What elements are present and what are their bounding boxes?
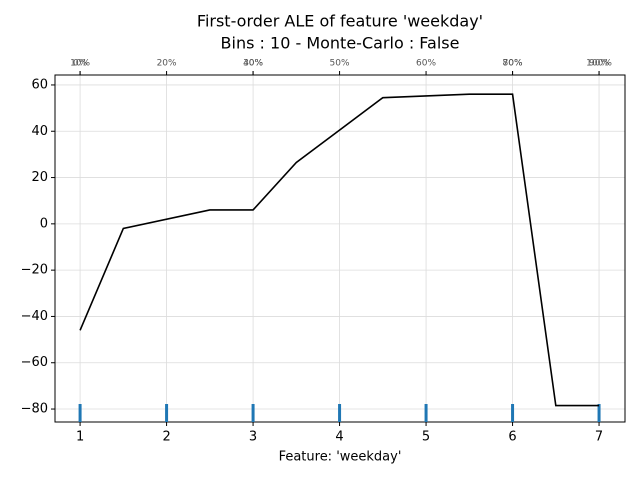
x2-tick-label: 100%: [586, 59, 612, 69]
x-tick-label: 7: [595, 430, 603, 445]
x-tick-label: 1: [76, 430, 84, 445]
y-tick-label: −60: [21, 355, 48, 370]
x2-tick-label: 70%: [503, 59, 523, 69]
x-axis-label: Feature: 'weekday': [279, 450, 402, 465]
plot-frame: [54, 74, 626, 423]
x2-tick-label: 30%: [243, 59, 263, 69]
y-tick-label: 0: [40, 216, 48, 231]
x2-tick-label: 40%: [243, 59, 263, 69]
x-tick-label: 2: [162, 430, 170, 445]
x-tick-label: 3: [249, 430, 257, 445]
y-tick-label: −40: [21, 309, 48, 324]
y-tick-label: −20: [21, 263, 48, 278]
x-tick-label: 4: [335, 430, 343, 445]
y-tick-label: −80: [21, 402, 48, 417]
x2-tick-label: 0%: [73, 59, 88, 69]
x-tick-label: 5: [422, 430, 430, 445]
x2-tick-label: 20%: [157, 59, 177, 69]
x2-tick-label: 10%: [70, 59, 90, 69]
x2-tick-label: 90%: [589, 59, 609, 69]
chart-title: First-order ALE of feature 'weekday': [197, 12, 483, 31]
line-series: [79, 93, 600, 407]
x-tick-label: 6: [508, 430, 516, 445]
x2-tick-label: 60%: [416, 59, 436, 69]
chart-subtitle: Bins : 10 - Monte-Carlo : False: [221, 34, 460, 53]
y-tick-label: 60: [31, 77, 48, 92]
x2-tick-label: 50%: [330, 59, 350, 69]
y-tick-label: 20: [31, 170, 48, 185]
y-tick-label: 40: [31, 124, 48, 139]
x2-tick-label: 80%: [503, 59, 523, 69]
